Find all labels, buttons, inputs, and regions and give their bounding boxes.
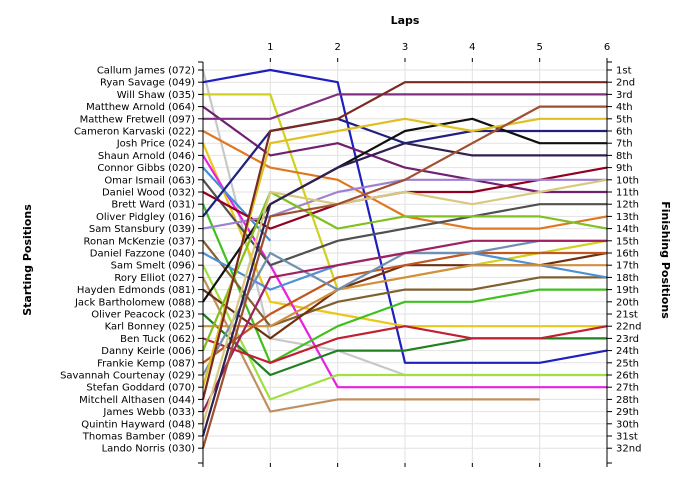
starting-position-label: Mitchell Althasen (044): [79, 395, 195, 406]
finishing-position-label: 11th: [616, 188, 639, 199]
series-line: [202, 179, 607, 267]
starting-position-label: Stefan Goddard (070): [86, 383, 195, 394]
series-line: [202, 239, 607, 413]
series-line: [201, 81, 607, 400]
axes-layer: [202, 62, 608, 463]
starting-position-label: Jack Bartholomew (088): [74, 297, 195, 308]
finishing-position-label: 14th: [616, 224, 639, 235]
series-line: [202, 68, 608, 364]
lap-tick-label: 3: [402, 42, 408, 53]
series-line: [202, 251, 607, 364]
finishing-position-label: 23rd: [616, 334, 639, 345]
starting-position-label: Matthew Fretwell (097): [80, 114, 195, 125]
starting-position-label: Josh Price (024): [116, 139, 195, 150]
starting-position-label: Danny Keirle (006): [101, 346, 195, 357]
finishing-position-label: 6th: [616, 127, 633, 138]
starting-position-label: Rory Elliot (027): [114, 273, 195, 284]
lap-tick-label: 4: [469, 42, 475, 53]
series-line: [201, 117, 607, 388]
series-line: [202, 276, 540, 413]
starting-position-label: Brett Ward (031): [111, 200, 195, 211]
lap-tick-label: 6: [604, 42, 610, 53]
series-line: [201, 142, 607, 437]
finishing-position-label: 9th: [616, 163, 633, 174]
finishing-position-label: 18th: [616, 273, 639, 284]
starting-position-label: Thomas Bamber (089): [82, 432, 195, 443]
finishing-position-label: 16th: [616, 249, 639, 260]
starting-position-label: Matthew Arnold (064): [86, 102, 195, 113]
finishing-position-label: 3rd: [616, 90, 633, 101]
finishing-position-label: 26th: [616, 371, 639, 382]
starting-position-label: Lando Norris (030): [102, 444, 195, 455]
finishing-position-label: 12th: [616, 200, 639, 211]
finishing-position-label: 28th: [616, 395, 639, 406]
series-line: [202, 325, 608, 364]
finishing-position-label: 19th: [616, 285, 639, 296]
starting-position-label: Cameron Karvaski (022): [74, 127, 195, 138]
finishing-position-label: 13th: [616, 212, 639, 223]
series-layer: [201, 68, 608, 449]
starting-position-label: Omar Ismail (063): [104, 175, 195, 186]
starting-position-label: Oliver Pidgley (016): [96, 212, 195, 223]
series-line: [201, 105, 607, 449]
finishing-position-label: 31st: [616, 432, 638, 443]
starting-position-label: Sam Smelt (096): [111, 261, 196, 272]
starting-position-label: Connor Gibbs (020): [97, 163, 195, 174]
series-line: [203, 264, 607, 328]
finishing-position-label: 25th: [616, 358, 639, 369]
starting-position-label: Ronan McKenzie (037): [83, 236, 195, 247]
starting-position-label: Will Shaw (035): [117, 90, 195, 101]
series-line: [201, 178, 608, 425]
starting-position-label: Daniel Fazzone (040): [90, 249, 195, 260]
starting-position-label: Shaun Arnold (046): [98, 151, 195, 162]
lap-tick-label: 5: [536, 42, 542, 53]
finishing-position-label: 7th: [616, 139, 633, 150]
starting-position-label: Hayden Edmonds (081): [77, 285, 195, 296]
finishing-position-label: 21st: [616, 310, 638, 321]
series-line: [202, 264, 607, 401]
top-axis-title: Laps: [391, 14, 420, 27]
starting-position-label: Sam Stansbury (039): [89, 224, 195, 235]
series-line: [203, 93, 607, 120]
starting-position-label: Callum James (072): [97, 66, 195, 77]
starting-position-label: Oliver Peacock (023): [91, 310, 195, 321]
grid-layer: [203, 62, 607, 463]
finishing-position-label: 29th: [616, 407, 639, 418]
finishing-position-label: 8th: [616, 151, 633, 162]
finishing-position-label: 15th: [616, 236, 639, 247]
left-axis-title: Starting Positions: [21, 204, 34, 316]
finishing-position-label: 32nd: [616, 444, 641, 455]
lap-tick-label: 2: [334, 42, 340, 53]
starting-position-label: Daniel Wood (032): [102, 188, 195, 199]
starting-position-label: Ben Tuck (062): [120, 334, 195, 345]
starting-position-label: James Webb (033): [102, 407, 195, 418]
right-axis-title: Finishing Positions: [659, 201, 672, 319]
lap-tick-label: 1: [267, 42, 273, 53]
ticks-layer: [198, 58, 612, 467]
starting-position-label: Ryan Savage (049): [100, 78, 195, 89]
finishing-position-label: 5th: [616, 114, 633, 125]
starting-position-label: Quintin Hayward (048): [81, 419, 195, 430]
finishing-position-label: 20th: [616, 297, 639, 308]
finishing-position-label: 24th: [616, 346, 639, 357]
finishing-position-label: 27th: [616, 383, 639, 394]
finishing-position-label: 4th: [616, 102, 633, 113]
finishing-position-label: 17th: [616, 261, 639, 272]
finishing-position-label: 10th: [616, 175, 639, 186]
starting-position-label: Frankie Kemp (087): [97, 358, 195, 369]
finishing-position-label: 22nd: [616, 322, 641, 333]
finishing-position-label: 1st: [616, 66, 632, 77]
labels-layer: 1 2 3 4 5 6 Callum James (072)Ryan Savage (049…: [60, 42, 641, 455]
finishing-position-label: 30th: [616, 419, 639, 430]
starting-position-label: Savannah Courtenay (029): [60, 371, 195, 382]
starting-position-label: Karl Bonney (025): [105, 322, 195, 333]
finishing-position-label: 2nd: [616, 78, 635, 89]
